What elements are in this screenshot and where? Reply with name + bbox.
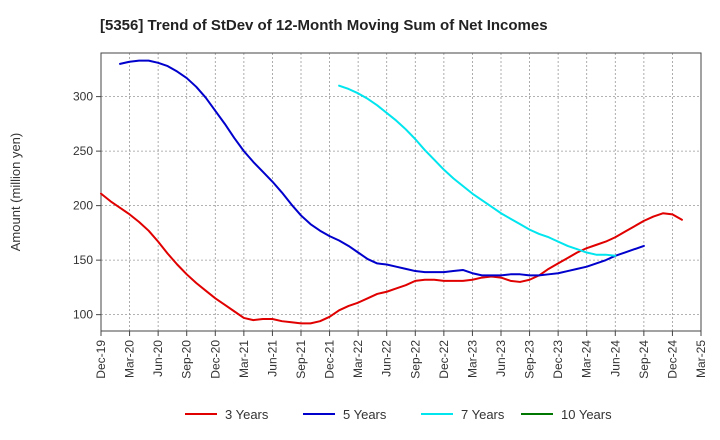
x-tick-label: Dec-24: [665, 340, 679, 379]
legend-label-3-years: 3 Years: [225, 407, 269, 422]
x-tick-label: Mar-23: [465, 340, 479, 378]
x-tick-label: Sep-24: [637, 340, 651, 379]
series-line-7-years: [338, 84, 617, 257]
x-tick-label: Sep-21: [294, 340, 308, 379]
x-tick-label: Mar-25: [694, 340, 708, 378]
x-tick-label: Dec-22: [437, 340, 451, 379]
x-tick-label: Jun-23: [494, 340, 508, 377]
y-tick-label: 250: [73, 144, 93, 158]
x-tick-label: Mar-24: [580, 340, 594, 378]
x-tick-label: Dec-23: [551, 340, 565, 379]
x-tick-label: Sep-23: [523, 340, 537, 379]
x-tick-label: Jun-21: [265, 340, 279, 377]
grid-layer: [101, 53, 701, 331]
chart-title: [5356] Trend of StDev of 12-Month Moving…: [100, 17, 548, 34]
y-tick-label: 200: [73, 199, 93, 213]
x-tick-label: Mar-20: [123, 340, 137, 378]
series-line-3-years: [100, 192, 683, 325]
legend-label-5-years: 5 Years: [343, 407, 387, 422]
plot-frame: [100, 52, 702, 332]
x-tick-label: Dec-21: [323, 340, 337, 379]
x-tick-label: Dec-19: [94, 340, 108, 379]
series-line-5-years: [119, 59, 645, 277]
series-layer: [100, 59, 683, 325]
x-tick-label: Mar-21: [237, 340, 251, 378]
x-tick-label: Sep-20: [180, 340, 194, 379]
legend-label-10-years: 10 Years: [561, 407, 612, 422]
legend: 3 Years 5 Years 7 Years 10 Years: [185, 407, 612, 422]
x-tick-label: Mar-22: [351, 340, 365, 378]
x-tick-label: Dec-20: [208, 340, 222, 379]
y-tick-label: 300: [73, 90, 93, 104]
y-tick-label: 100: [73, 308, 93, 322]
y-axis-label: Amount (million yen): [8, 133, 23, 252]
legend-label-7-years: 7 Years: [461, 407, 505, 422]
x-tick-label: Jun-24: [608, 340, 622, 377]
axis-layer: 100 150 200 250 300 Dec-19 Mar-20 Jun-20 Sep-20 D…: [73, 90, 708, 379]
x-tick-label: Jun-20: [151, 340, 165, 377]
x-tick-label: Sep-22: [408, 340, 422, 379]
x-tick-label: Jun-22: [380, 340, 394, 377]
y-tick-label: 150: [73, 253, 93, 267]
